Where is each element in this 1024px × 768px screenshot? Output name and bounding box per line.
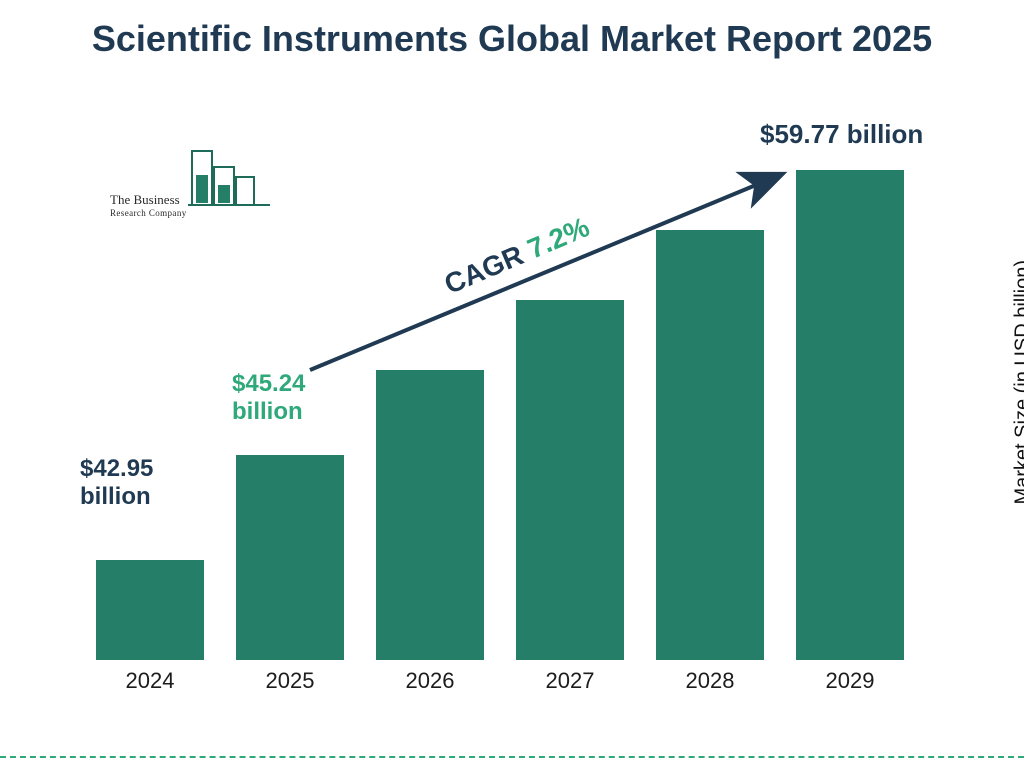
bar-value-label: $42.95billion — [80, 455, 153, 510]
bar — [796, 170, 904, 660]
x-axis-label: 2029 — [780, 660, 920, 700]
x-axis-labels: 202420252026202720282029 — [80, 660, 920, 700]
chart-title: Scientific Instruments Global Market Rep… — [0, 18, 1024, 60]
x-axis-label: 2024 — [80, 660, 220, 700]
bottom-dashed-rule — [0, 756, 1024, 758]
x-axis-label: 2028 — [640, 660, 780, 700]
bar-value-label: $45.24billion — [232, 370, 305, 425]
x-axis-label: 2026 — [360, 660, 500, 700]
bar-slot — [80, 560, 220, 660]
bar-slot — [780, 170, 920, 660]
bar — [96, 560, 204, 660]
page: Scientific Instruments Global Market Rep… — [0, 0, 1024, 768]
bar-slot — [220, 455, 360, 660]
bar-value-label: $59.77 billion — [760, 120, 923, 150]
bar — [376, 370, 484, 660]
bar — [236, 455, 344, 660]
bar-slot — [360, 370, 500, 660]
x-axis-label: 2025 — [220, 660, 360, 700]
y-axis-label: Market Size (in USD billion) — [1012, 260, 1024, 505]
x-axis-label: 2027 — [500, 660, 640, 700]
trend-arrow — [300, 170, 800, 380]
